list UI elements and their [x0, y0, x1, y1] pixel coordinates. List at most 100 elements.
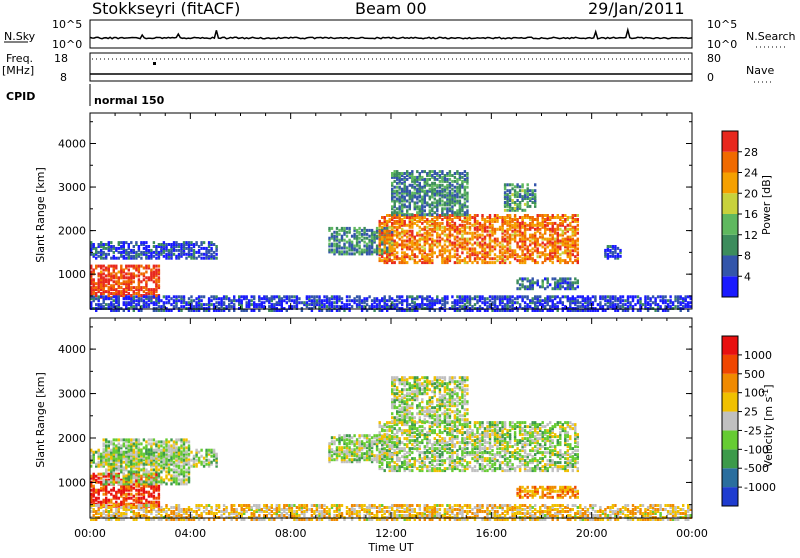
- data-cell: [399, 232, 401, 235]
- data-cell: [128, 493, 130, 496]
- data-cell: [456, 186, 458, 189]
- data-cell: [406, 240, 408, 243]
- data-cell: [516, 242, 518, 245]
- data-cell: [582, 295, 584, 298]
- data-cell: [113, 295, 115, 298]
- nsky-tick-top: 10^5: [52, 18, 82, 31]
- data-cell: [138, 245, 140, 248]
- data-cell: [459, 255, 461, 258]
- data-cell: [301, 301, 303, 304]
- data-cell: [120, 451, 122, 454]
- data-cell: [118, 290, 120, 293]
- data-cell: [434, 211, 436, 214]
- data-cell: [180, 468, 182, 471]
- data-cell: [469, 238, 471, 241]
- data-cell: [554, 222, 556, 225]
- data-cell: [353, 233, 355, 236]
- data-cell: [246, 295, 248, 298]
- data-cell: [215, 295, 217, 298]
- data-cell: [120, 241, 122, 244]
- data-cell: [150, 478, 152, 481]
- data-cell: [115, 451, 117, 454]
- data-cell: [190, 295, 192, 298]
- data-cell: [130, 249, 132, 252]
- data-cell: [421, 170, 423, 173]
- data-cell: [203, 295, 205, 298]
- data-cell: [185, 446, 187, 449]
- data-cell: [499, 245, 501, 248]
- data-cell: [409, 303, 411, 306]
- data-cell: [406, 178, 408, 181]
- data-cell: [95, 265, 97, 268]
- data-cell: [158, 295, 160, 298]
- data-cell: [459, 259, 461, 262]
- data-cell: [135, 274, 137, 277]
- data-cell: [168, 249, 170, 252]
- data-cell: [185, 253, 187, 256]
- data-cell: [173, 241, 175, 244]
- data-cell: [333, 295, 335, 298]
- data-cell: [140, 241, 142, 244]
- data-cell: [98, 473, 100, 476]
- data-cell: [456, 209, 458, 212]
- data-cell: [389, 243, 391, 246]
- data-cell: [416, 261, 418, 264]
- data-cell: [466, 192, 468, 195]
- data-cell: [481, 224, 483, 227]
- data-cell: [381, 249, 383, 252]
- data-cell: [514, 207, 516, 210]
- data-cell: [421, 245, 423, 248]
- data-cell: [376, 297, 378, 300]
- data-cell: [537, 214, 539, 217]
- data-cell: [213, 251, 215, 254]
- data-cell: [501, 305, 503, 308]
- data-cell: [424, 216, 426, 219]
- data-cell: [281, 297, 283, 300]
- data-cell: [554, 303, 556, 306]
- data-cell: [489, 230, 491, 233]
- data-cell: [471, 261, 473, 264]
- data-cell: [424, 220, 426, 223]
- data-cell: [108, 491, 110, 494]
- data-cell: [133, 286, 135, 289]
- data-cell: [93, 473, 95, 476]
- data-cell: [436, 178, 438, 181]
- data-cell: [98, 481, 100, 484]
- data-cell: [577, 279, 579, 282]
- data-cell: [173, 468, 175, 471]
- data-cell: [499, 216, 501, 219]
- data-cell: [419, 295, 421, 298]
- data-cell: [577, 257, 579, 260]
- data-cell: [293, 299, 295, 302]
- data-cell: [466, 226, 468, 229]
- data-cell: [424, 205, 426, 208]
- data-cell: [143, 295, 145, 298]
- nave-tick-bottom: 0: [707, 71, 714, 84]
- data-cell: [574, 259, 576, 262]
- data-cell: [511, 234, 513, 237]
- data-cell: [532, 257, 534, 260]
- data-cell: [128, 251, 130, 254]
- data-cell: [100, 487, 102, 490]
- data-cell: [128, 276, 130, 279]
- data-cell: [348, 303, 350, 306]
- data-cell: [529, 299, 531, 302]
- data-cell: [396, 255, 398, 258]
- data-cell: [110, 284, 112, 287]
- data-cell: [524, 214, 526, 217]
- data-cell: [424, 213, 426, 216]
- data-cell: [414, 186, 416, 189]
- data-cell: [404, 299, 406, 302]
- data-cell: [158, 472, 160, 475]
- data-cell: [504, 295, 506, 298]
- data-cell: [145, 271, 147, 274]
- data-cell: [614, 255, 616, 258]
- data-cell: [489, 261, 491, 264]
- data-cell: [133, 503, 135, 506]
- data-cell: [273, 295, 275, 298]
- data-cell: [532, 251, 534, 254]
- data-cell: [165, 301, 167, 304]
- data-cell: [128, 265, 130, 268]
- data-cell: [98, 303, 100, 306]
- data-cell: [471, 216, 473, 219]
